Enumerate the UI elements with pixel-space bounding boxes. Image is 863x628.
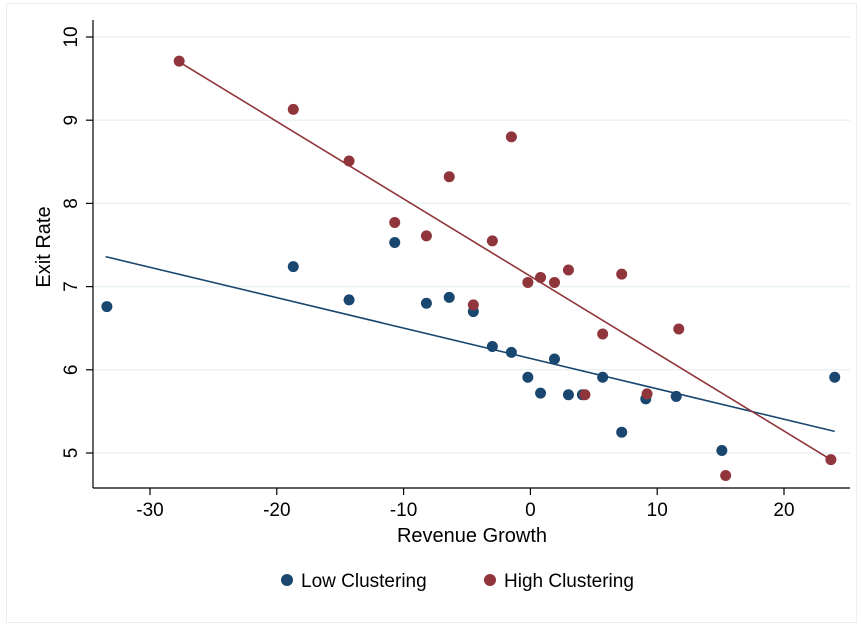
y-ticks: 5 6 7 8 9 10 [61, 26, 93, 458]
point-s0-19 [829, 371, 841, 383]
point-s0-2 [343, 294, 355, 306]
y-tick-label-2: 7 [61, 281, 82, 292]
point-s0-11 [548, 353, 560, 365]
point-s1-8 [505, 131, 517, 143]
data-points [101, 55, 841, 481]
point-s1-7 [486, 235, 498, 247]
point-s1-3 [389, 217, 401, 229]
point-s0-9 [522, 371, 534, 383]
y-axis-label: Exit Rate [33, 206, 55, 287]
point-s1-12 [562, 264, 574, 276]
point-s1-15 [616, 268, 628, 280]
chart-frame [6, 3, 857, 623]
point-s0-15 [616, 426, 628, 438]
point-s0-8 [505, 346, 517, 358]
x-tick-label-3: 0 [525, 500, 536, 521]
legend-label-0: Low Clustering [301, 571, 427, 592]
fit-line-1 [178, 61, 832, 461]
legend: Low Clustering High Clustering [281, 571, 634, 592]
point-s1-17 [673, 323, 685, 335]
x-ticks: -30 -20 -10 0 10 20 [136, 488, 795, 521]
point-s0-12 [562, 389, 574, 401]
x-tick-label-2: -10 [390, 500, 417, 521]
fit-line-0 [105, 255, 835, 433]
point-s1-2 [343, 155, 355, 167]
point-s0-5 [443, 291, 455, 303]
point-s1-5 [443, 171, 455, 183]
gridlines [93, 36, 850, 454]
point-s1-4 [420, 230, 432, 242]
y-tick-label-0: 5 [61, 448, 82, 459]
point-s1-9 [522, 276, 534, 288]
x-tick-label-1: -20 [263, 500, 290, 521]
point-s1-16 [641, 388, 653, 400]
point-s0-3 [389, 237, 401, 249]
x-tick-label-0: -30 [136, 500, 163, 521]
x-tick-label-4: 10 [647, 500, 668, 521]
point-s0-10 [535, 387, 547, 399]
point-s1-14 [597, 328, 609, 340]
y-tick-label-3: 8 [61, 198, 82, 209]
point-s1-19 [825, 454, 837, 466]
point-s1-13 [579, 389, 591, 401]
point-s1-6 [467, 299, 479, 311]
fit-lines [105, 61, 835, 461]
point-s1-0 [173, 55, 185, 67]
y-tick-label-1: 6 [61, 365, 82, 376]
legend-marker-0 [281, 574, 293, 586]
x-axis-label: Revenue Growth [397, 525, 547, 547]
axes [92, 20, 850, 489]
point-s0-7 [486, 341, 498, 353]
point-s0-18 [716, 445, 728, 457]
point-s1-18 [720, 469, 732, 481]
point-s0-1 [287, 261, 299, 273]
legend-marker-1 [484, 574, 496, 586]
point-s0-0 [101, 301, 113, 313]
point-s0-4 [420, 297, 432, 309]
y-tick-label-4: 9 [61, 115, 82, 126]
point-s0-17 [670, 390, 682, 402]
legend-label-1: High Clustering [504, 571, 634, 592]
point-s1-1 [287, 103, 299, 115]
x-tick-label-5: 20 [773, 500, 794, 521]
point-s0-14 [597, 371, 609, 383]
point-s1-11 [548, 276, 560, 288]
y-tick-label-5: 10 [61, 26, 82, 47]
point-s1-10 [535, 271, 547, 283]
